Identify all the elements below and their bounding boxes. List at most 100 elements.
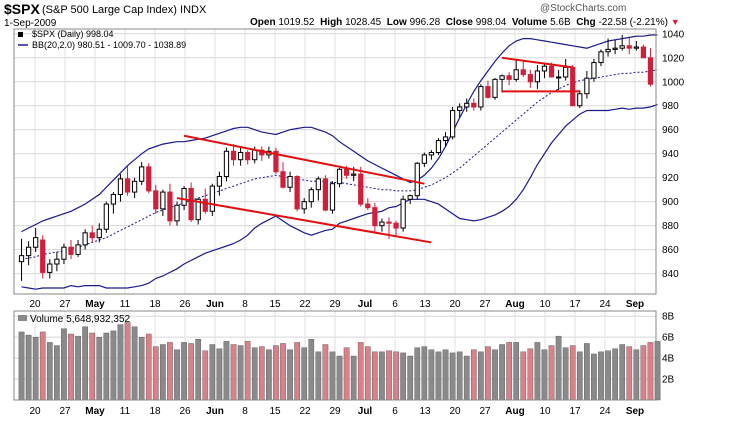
candle-body bbox=[386, 221, 392, 224]
volume-bar bbox=[478, 351, 484, 401]
panel-frames bbox=[13, 28, 657, 401]
volume-x-tick-label: 17 bbox=[569, 406, 581, 417]
trendline bbox=[183, 134, 425, 185]
volume-x-tick-label: 24 bbox=[599, 406, 611, 417]
candle bbox=[153, 184, 159, 214]
volume-bar bbox=[294, 342, 300, 401]
candle-body bbox=[435, 140, 442, 154]
price-x-tick-label: 8 bbox=[242, 299, 248, 310]
candle-body bbox=[315, 178, 321, 191]
price-tick-label: 980 bbox=[662, 101, 679, 112]
price-x-tick-label: 10 bbox=[539, 299, 551, 310]
volume-bar bbox=[492, 349, 498, 401]
candle bbox=[245, 150, 251, 165]
candle-body bbox=[237, 152, 244, 161]
candle bbox=[82, 229, 88, 250]
volume-bar bbox=[54, 345, 60, 401]
candle bbox=[188, 182, 194, 223]
volume-bar bbox=[174, 349, 180, 401]
price-tick-label: 1020 bbox=[662, 53, 685, 64]
candle bbox=[174, 201, 180, 226]
candle bbox=[541, 63, 548, 79]
volume-bar bbox=[160, 344, 166, 401]
price-tick-label: 1040 bbox=[662, 29, 685, 40]
symbol-title: $SPX bbox=[4, 1, 40, 17]
volume-bar bbox=[449, 352, 456, 401]
volume-bars bbox=[18, 322, 661, 401]
volume-bar bbox=[470, 349, 477, 401]
volume-bar bbox=[89, 332, 96, 401]
open-label: Open bbox=[250, 17, 276, 28]
price-x-tick-label: 13 bbox=[419, 299, 431, 310]
volume-bar bbox=[32, 336, 39, 401]
candles bbox=[18, 34, 654, 281]
candle bbox=[96, 223, 102, 243]
volume-x-tick-label: 10 bbox=[539, 406, 551, 417]
candle bbox=[555, 69, 562, 91]
trendlines bbox=[176, 56, 580, 244]
bollinger-bands bbox=[21, 34, 658, 290]
high-label: High bbox=[320, 17, 343, 28]
candle bbox=[25, 241, 32, 266]
candle bbox=[577, 90, 583, 109]
candle-body bbox=[647, 57, 654, 85]
volume-bar bbox=[633, 349, 640, 401]
volume-bar bbox=[520, 351, 527, 401]
candle bbox=[464, 98, 470, 112]
price-tick-label: 920 bbox=[662, 173, 679, 184]
price-tick-label: 880 bbox=[662, 221, 679, 232]
candle bbox=[216, 171, 223, 196]
candle-body bbox=[139, 166, 145, 182]
down-arrow-icon: ▼ bbox=[670, 17, 680, 27]
candle-body bbox=[464, 102, 470, 108]
volume-tick-label: 2B bbox=[662, 375, 675, 386]
volume-bar bbox=[209, 344, 216, 401]
candle-body bbox=[605, 48, 611, 53]
volume-bar bbox=[647, 342, 654, 401]
volume-x-tick-label: Jun bbox=[206, 406, 224, 417]
candle bbox=[421, 152, 427, 167]
price-x-tick-label: 6 bbox=[392, 299, 398, 310]
open-value: 1019.52 bbox=[278, 17, 315, 28]
candle-body bbox=[372, 207, 378, 227]
volume-bar bbox=[152, 346, 159, 401]
candle-body bbox=[619, 45, 625, 49]
volume-bar bbox=[569, 345, 576, 401]
volume-x-tick-label: 27 bbox=[59, 406, 71, 417]
close-label: Close bbox=[445, 17, 473, 28]
candle bbox=[18, 238, 25, 281]
candle-body bbox=[202, 198, 208, 212]
candle-body bbox=[89, 232, 95, 239]
candle-body bbox=[308, 189, 314, 203]
candle bbox=[124, 165, 131, 196]
candle-body bbox=[195, 198, 201, 221]
candle bbox=[61, 243, 67, 265]
candle-body bbox=[40, 239, 46, 273]
candle-body bbox=[103, 203, 109, 230]
candle-body bbox=[428, 152, 435, 156]
price-x-tick-label: Sep bbox=[626, 299, 644, 310]
volume-bar bbox=[463, 355, 470, 401]
bb-lower-line bbox=[21, 103, 658, 290]
candle-body bbox=[407, 195, 413, 200]
candle-body bbox=[457, 106, 463, 112]
candle bbox=[160, 189, 166, 217]
candle-body bbox=[527, 74, 533, 83]
candle-body bbox=[506, 75, 512, 80]
candle bbox=[47, 259, 53, 279]
low-value: 996.28 bbox=[409, 17, 441, 28]
candle-body bbox=[167, 191, 173, 222]
volume-bar bbox=[230, 344, 237, 401]
price-x-tick-label: 17 bbox=[569, 299, 581, 310]
volume-bar bbox=[421, 346, 428, 401]
volume-bar bbox=[82, 326, 88, 401]
candle-body bbox=[75, 244, 81, 255]
volume-bar bbox=[506, 342, 512, 401]
candle bbox=[563, 58, 569, 81]
candle bbox=[612, 39, 618, 55]
volume-bar bbox=[280, 343, 286, 401]
candle bbox=[322, 175, 329, 212]
candle bbox=[619, 34, 625, 51]
candle-body bbox=[223, 150, 230, 177]
candle-body bbox=[541, 65, 548, 72]
